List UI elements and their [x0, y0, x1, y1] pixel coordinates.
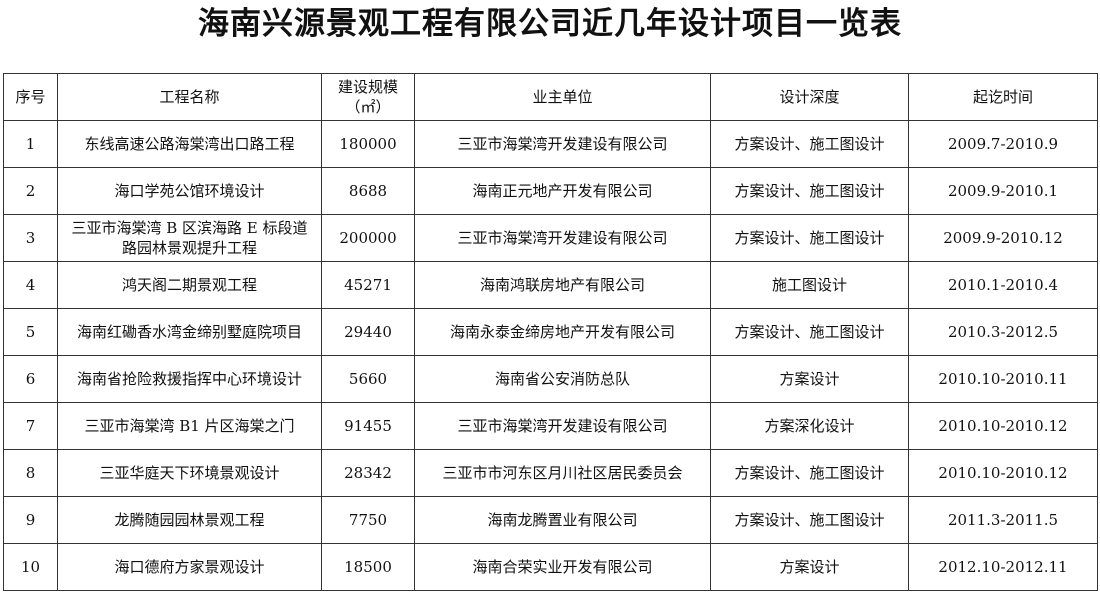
cell-scale: 200000 [321, 214, 415, 262]
table-row: 9 龙腾随园园林景观工程 7750 海南龙腾置业有限公司 方案设计、施工图设计 2011.… [3, 496, 1098, 544]
cell-no: 8 [3, 449, 58, 497]
header-owner: 业主单位 [414, 73, 711, 121]
cell-scale: 7750 [321, 496, 415, 544]
projects-table: 序号 工程名称 建设规模 （㎡） 业主单位 设计深度 起讫时间 1 东线高速公路海棠… [3, 73, 1098, 591]
table-row: 4 鸿天阁二期景观工程 45271 海南鸿联房地产有限公司 施工图设计 2010.1-20… [3, 261, 1098, 309]
cell-name: 三亚华庭天下环境景观设计 [57, 449, 322, 497]
header-scale-unit: （㎡） [345, 98, 391, 116]
header-scale: 建设规模 （㎡） [321, 73, 415, 121]
cell-name: 海南红磡香水湾金缔别墅庭院项目 [57, 308, 322, 356]
table-row: 5 海南红磡香水湾金缔别墅庭院项目 29440 海南永泰金缔房地产开发有限公司 方案设计… [3, 308, 1098, 356]
cell-period: 2010.10-2010.12 [908, 402, 1098, 450]
page-title: 海南兴源景观工程有限公司近几年设计项目一览表 [198, 6, 902, 42]
cell-depth: 方案设计、施工图设计 [710, 496, 909, 544]
cell-depth: 方案设计、施工图设计 [710, 167, 909, 215]
cell-no: 6 [3, 355, 58, 403]
cell-depth: 方案设计、施工图设计 [710, 449, 909, 497]
cell-scale: 180000 [321, 120, 415, 168]
cell-scale: 29440 [321, 308, 415, 356]
table-row: 2 海口学苑公馆环境设计 8688 海南正元地产开发有限公司 方案设计、施工图设计 200… [3, 167, 1098, 215]
cell-period: 2010.10-2010.12 [908, 449, 1098, 497]
cell-owner: 海南永泰金缔房地产开发有限公司 [414, 308, 711, 356]
table-row: 7 三亚市海棠湾 B1 片区海棠之门 91455 三亚市海棠湾开发建设有限公司 方案深化… [3, 402, 1098, 450]
cell-scale: 8688 [321, 167, 415, 215]
cell-name: 鸿天阁二期景观工程 [57, 261, 322, 309]
cell-depth: 方案深化设计 [710, 402, 909, 450]
table-row: 10 海口德府方家景观设计 18500 海南合荣实业开发有限公司 方案设计 2012.10… [3, 543, 1098, 591]
cell-no: 9 [3, 496, 58, 544]
cell-owner: 三亚市海棠湾开发建设有限公司 [414, 120, 711, 168]
cell-no: 2 [3, 167, 58, 215]
cell-owner: 三亚市海棠湾开发建设有限公司 [414, 402, 711, 450]
cell-period: 2009.9-2010.12 [908, 214, 1098, 262]
cell-owner: 三亚市海棠湾开发建设有限公司 [414, 214, 711, 262]
cell-scale: 28342 [321, 449, 415, 497]
cell-scale: 18500 [321, 543, 415, 591]
cell-period: 2009.7-2010.9 [908, 120, 1098, 168]
header-name: 工程名称 [57, 73, 322, 121]
header-period: 起讫时间 [908, 73, 1098, 121]
cell-depth: 方案设计、施工图设计 [710, 308, 909, 356]
cell-period: 2011.3-2011.5 [908, 496, 1098, 544]
cell-period: 2010.1-2010.4 [908, 261, 1098, 309]
cell-no: 4 [3, 261, 58, 309]
cell-depth: 施工图设计 [710, 261, 909, 309]
cell-owner: 海南合荣实业开发有限公司 [414, 543, 711, 591]
header-no: 序号 [3, 73, 58, 121]
cell-period: 2010.10-2010.11 [908, 355, 1098, 403]
table-row: 1 东线高速公路海棠湾出口路工程 180000 三亚市海棠湾开发建设有限公司 方案设计、… [3, 120, 1098, 168]
cell-scale: 91455 [321, 402, 415, 450]
cell-owner: 海南省公安消防总队 [414, 355, 711, 403]
cell-period: 2010.3-2012.5 [908, 308, 1098, 356]
cell-owner: 海南鸿联房地产有限公司 [414, 261, 711, 309]
cell-owner: 海南正元地产开发有限公司 [414, 167, 711, 215]
table-header-row: 序号 工程名称 建设规模 （㎡） 业主单位 设计深度 起讫时间 [3, 73, 1098, 121]
table-row: 3 三亚市海棠湾 B 区滨海路 E 标段道路园林景观提升工程 200000 三亚市海棠… [3, 214, 1098, 262]
cell-depth: 方案设计、施工图设计 [710, 214, 909, 262]
cell-scale: 45271 [321, 261, 415, 309]
cell-owner: 海南龙腾置业有限公司 [414, 496, 711, 544]
cell-period: 2012.10-2012.11 [908, 543, 1098, 591]
cell-no: 10 [3, 543, 58, 591]
cell-no: 1 [3, 120, 58, 168]
header-scale-label: 建设规模 [337, 78, 398, 96]
cell-depth: 方案设计 [710, 543, 909, 591]
cell-no: 5 [3, 308, 58, 356]
cell-scale: 5660 [321, 355, 415, 403]
cell-no: 7 [3, 402, 58, 450]
cell-depth: 方案设计、施工图设计 [710, 120, 909, 168]
cell-name: 东线高速公路海棠湾出口路工程 [57, 120, 322, 168]
cell-depth: 方案设计 [710, 355, 909, 403]
cell-name: 三亚市海棠湾 B 区滨海路 E 标段道路园林景观提升工程 [57, 214, 322, 262]
cell-period: 2009.9-2010.1 [908, 167, 1098, 215]
cell-name: 海南省抢险救援指挥中心环境设计 [57, 355, 322, 403]
cell-owner: 三亚市市河东区月川社区居民委员会 [414, 449, 711, 497]
cell-no: 3 [3, 214, 58, 262]
cell-name: 海口学苑公馆环境设计 [57, 167, 322, 215]
header-depth: 设计深度 [710, 73, 909, 121]
table-row: 6 海南省抢险救援指挥中心环境设计 5660 海南省公安消防总队 方案设计 2010.10… [3, 355, 1098, 403]
cell-name: 龙腾随园园林景观工程 [57, 496, 322, 544]
cell-name: 海口德府方家景观设计 [57, 543, 322, 591]
cell-name: 三亚市海棠湾 B1 片区海棠之门 [57, 402, 322, 450]
table-row: 8 三亚华庭天下环境景观设计 28342 三亚市市河东区月川社区居民委员会 方案设计、施… [3, 449, 1098, 497]
